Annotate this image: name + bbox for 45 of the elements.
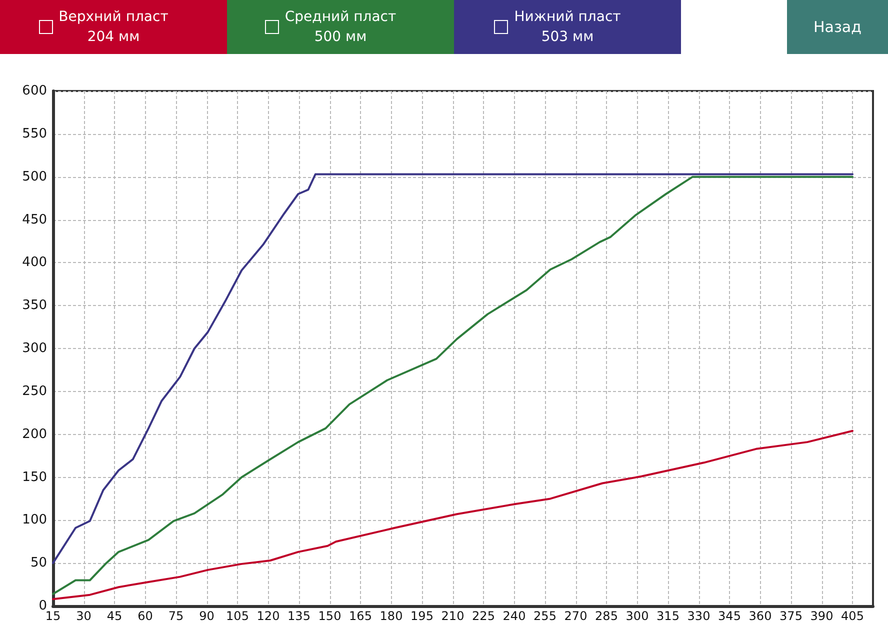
y-tick-label: 150	[22, 470, 47, 485]
x-tick-label: 315	[656, 609, 680, 623]
x-tick-label: 360	[748, 609, 772, 623]
line-series	[52, 430, 854, 600]
x-tick-label: 300	[626, 609, 649, 623]
x-tick-label: 150	[318, 609, 342, 623]
x-tick-label: 330	[687, 609, 710, 623]
x-tick-label: 45	[106, 609, 122, 623]
x-tick-label: 90	[199, 609, 214, 623]
x-tick-label: 120	[256, 609, 280, 623]
x-tick-label: 180	[380, 609, 403, 623]
x-tick-label: 255	[534, 609, 556, 623]
x-tick-label: 30	[76, 609, 92, 623]
legend-label: Верхний пласт 204 мм	[58, 8, 168, 47]
legend-label: Средний пласт 500 мм	[284, 8, 396, 47]
x-tick-label: 270	[564, 609, 588, 623]
y-tick-label: 500	[22, 169, 47, 184]
y-tick-label: 100	[22, 512, 47, 528]
y-tick-label: 600	[22, 84, 47, 98]
x-tick-label: 375	[780, 609, 802, 623]
y-tick-label: 400	[22, 255, 47, 270]
x-tick-label: 135	[288, 609, 310, 623]
y-tick-label: 200	[22, 426, 47, 442]
y-tick-label: 0	[38, 598, 47, 614]
x-tick-label: 210	[441, 609, 464, 623]
x-tick-label: 60	[138, 609, 153, 623]
x-tick-label: 15	[45, 609, 61, 623]
x-tick-label: 165	[349, 609, 372, 623]
y-tick-label: 50	[30, 556, 47, 571]
x-tick-label: 390	[810, 609, 834, 623]
y-tick-label: 300	[22, 341, 47, 356]
x-tick-label: 240	[502, 609, 526, 623]
legend-label: Нижний пласт 503 мм	[514, 8, 621, 47]
x-tick-label: 105	[226, 609, 249, 623]
y-tick-label: 550	[22, 126, 47, 142]
y-tick-label: 350	[22, 298, 47, 314]
x-tick-label: 405	[841, 609, 864, 623]
x-tick-label: 285	[595, 609, 618, 623]
y-tick-label: 250	[22, 384, 47, 399]
back-button: Назад	[787, 0, 888, 54]
x-tick-label: 345	[718, 609, 741, 623]
y-tick-label: 450	[22, 212, 47, 228]
x-tick-label: 75	[168, 609, 184, 623]
x-tick-label: 225	[472, 609, 495, 623]
x-tick-label: 195	[410, 609, 434, 623]
